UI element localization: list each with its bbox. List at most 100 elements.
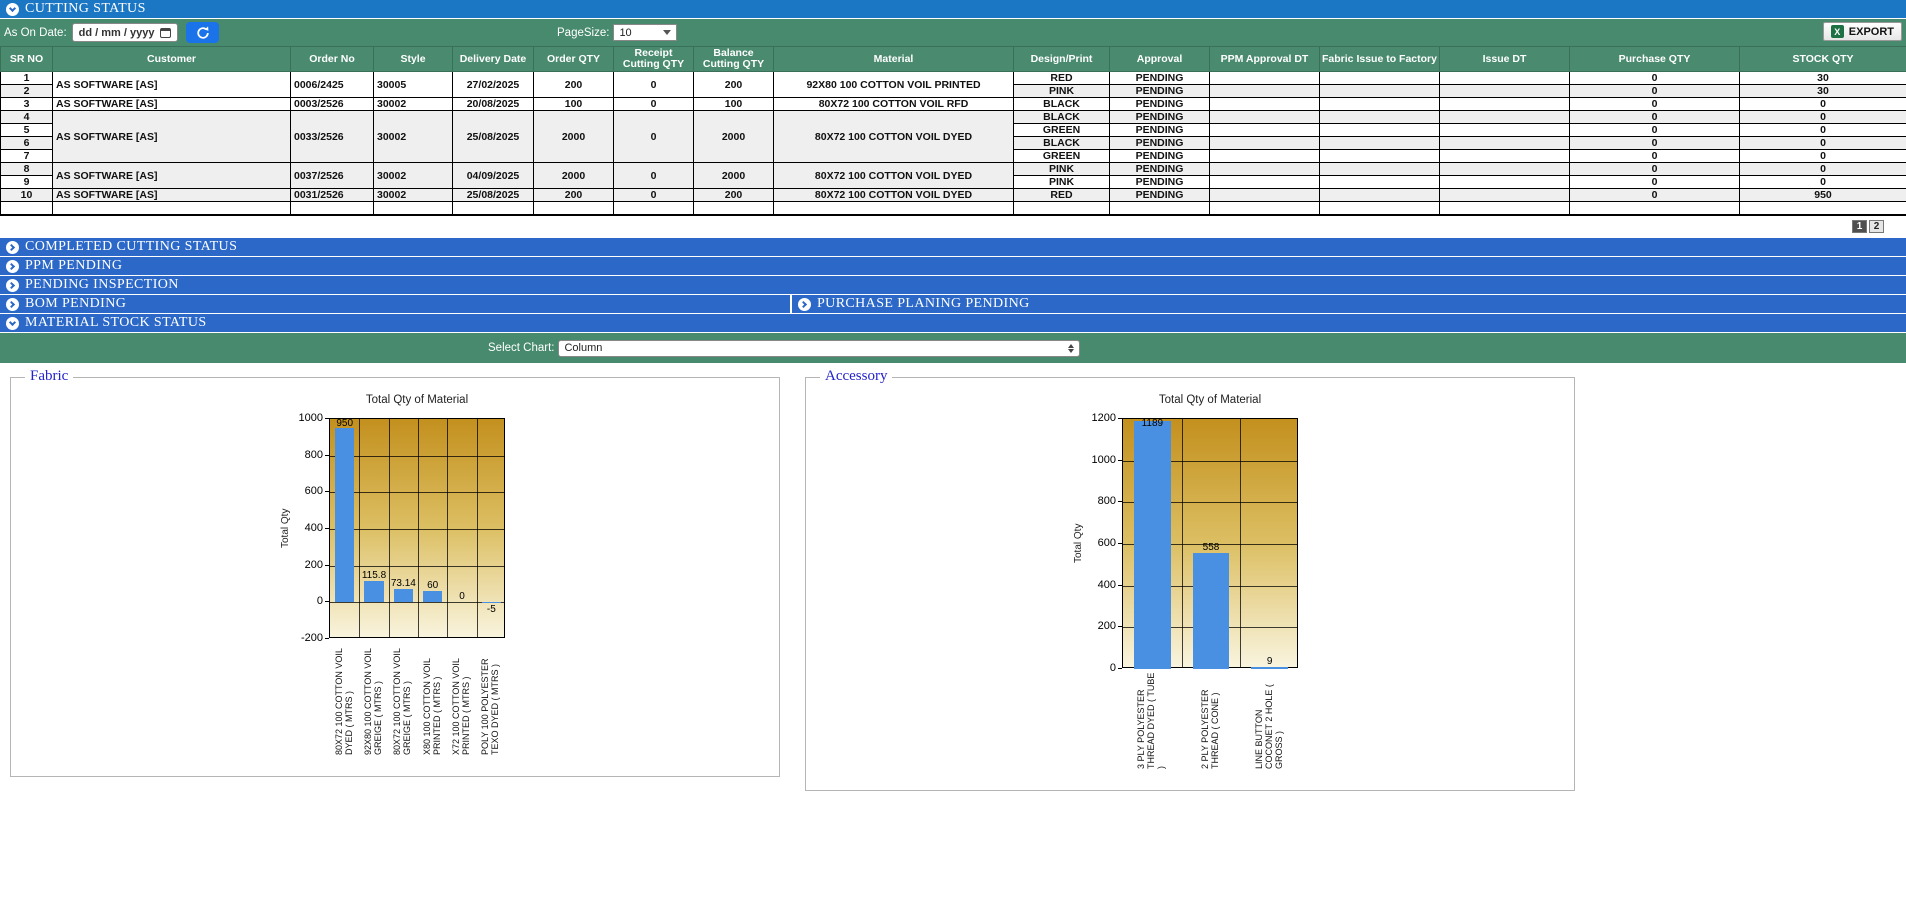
y-tick-label: 400 xyxy=(1098,579,1116,591)
section-completed-cutting-status[interactable]: COMPLETED CUTTING STATUS xyxy=(0,238,1906,256)
cell-issue-dt xyxy=(1440,124,1570,137)
cell-ppm-dt xyxy=(1210,150,1320,163)
excel-icon: X xyxy=(1831,25,1844,38)
y-tick-label: 200 xyxy=(305,559,323,571)
column-header: Order QTY xyxy=(534,47,614,72)
column-header: Issue DT xyxy=(1440,47,1570,72)
pagesize-select[interactable]: 10 xyxy=(613,24,677,41)
chevron-right-icon xyxy=(6,260,19,273)
fabric-panel-label: Fabric xyxy=(25,368,73,385)
as-on-date-input[interactable]: dd / mm / yyyy xyxy=(72,23,179,42)
export-button[interactable]: X EXPORT xyxy=(1823,22,1902,41)
empty-cell xyxy=(453,202,534,216)
cell-approval: PENDING xyxy=(1110,124,1210,137)
page-button-2[interactable]: 2 xyxy=(1869,220,1884,233)
empty-cell xyxy=(1,202,53,216)
cell-approval: PENDING xyxy=(1110,189,1210,202)
cutting-status-table: SR NOCustomerOrder NoStyleDelivery DateO… xyxy=(0,46,1906,216)
bar-value-label: -5 xyxy=(469,604,513,615)
column-header: Balance Cutting QTY xyxy=(694,47,774,72)
pagesize-control: PageSize: 10 xyxy=(557,24,677,41)
empty-cell xyxy=(1740,202,1906,216)
cell-purchase-qty: 0 xyxy=(1570,124,1740,137)
cell-sr-no: 8 xyxy=(1,163,53,176)
empty-cell xyxy=(614,202,694,216)
cell-receipt-qty: 0 xyxy=(614,111,694,163)
section-title-material-stock-status: MATERIAL STOCK STATUS xyxy=(25,315,207,331)
chart-type-select[interactable]: Column xyxy=(558,340,1080,357)
section-bom-pending[interactable]: BOM PENDING xyxy=(0,295,790,313)
section-ppm-pending[interactable]: PPM PENDING xyxy=(0,257,1906,275)
accessory-panel-label: Accessory xyxy=(820,368,892,385)
cell-stock-qty: 0 xyxy=(1740,124,1906,137)
cell-approval: PENDING xyxy=(1110,150,1210,163)
cell-issue-dt xyxy=(1440,98,1570,111)
bar xyxy=(1134,421,1170,669)
section-material-stock-status[interactable]: MATERIAL STOCK STATUS xyxy=(0,314,1906,332)
section-cutting-status[interactable]: CUTTING STATUS xyxy=(0,0,1906,18)
cell-order-no: 0033/2526 xyxy=(291,111,374,163)
pagesize-label: PageSize: xyxy=(557,27,609,39)
chart-select-row: Select Chart: Column xyxy=(0,333,1906,363)
select-chart-label: Select Chart: xyxy=(488,342,554,354)
cell-purchase-qty: 0 xyxy=(1570,150,1740,163)
cell-sr-no: 9 xyxy=(1,176,53,189)
cell-sr-no: 4 xyxy=(1,111,53,124)
empty-cell xyxy=(53,202,291,216)
cell-fabric-issue xyxy=(1320,124,1440,137)
plot-area: 950115.873.14600-5 xyxy=(329,418,505,638)
section-purchase-planning-pending[interactable]: PURCHASE PLANING PENDING xyxy=(792,295,1906,313)
chevron-right-icon xyxy=(6,279,19,292)
gridline xyxy=(330,529,504,530)
pagination: 12 xyxy=(0,218,1906,234)
export-label: EXPORT xyxy=(1849,26,1894,38)
x-axis-category-label: 92X80 100 COTTON VOIL GREIGE ( MTRS ) xyxy=(363,641,383,755)
cell-sr-no: 3 xyxy=(1,98,53,111)
cell-ppm-dt xyxy=(1210,72,1320,85)
bar xyxy=(482,602,501,603)
cell-sr-no: 1 xyxy=(1,72,53,85)
gridline xyxy=(1240,419,1241,667)
cell-purchase-qty: 0 xyxy=(1570,72,1740,85)
cell-purchase-qty: 0 xyxy=(1570,163,1740,176)
empty-cell xyxy=(534,202,614,216)
cell-stock-qty: 950 xyxy=(1740,189,1906,202)
cell-receipt-qty: 0 xyxy=(614,98,694,111)
cell-issue-dt xyxy=(1440,150,1570,163)
table-row: 1AS SOFTWARE [AS]0006/24253000527/02/202… xyxy=(1,72,1906,85)
cell-fabric-issue xyxy=(1320,176,1440,189)
column-header: Design/Print xyxy=(1014,47,1110,72)
chevron-right-icon xyxy=(6,241,19,254)
cell-sr-no: 5 xyxy=(1,124,53,137)
cell-receipt-qty: 0 xyxy=(614,163,694,189)
accessory-panel: Accessory Total Qty of MaterialTotal Qty… xyxy=(805,377,1575,791)
cell-order-no: 0037/2526 xyxy=(291,163,374,189)
cell-sr-no: 7 xyxy=(1,150,53,163)
cell-ppm-dt xyxy=(1210,176,1320,189)
page-button-1[interactable]: 1 xyxy=(1852,220,1867,233)
cell-stock-qty: 0 xyxy=(1740,163,1906,176)
gridline xyxy=(330,602,504,603)
cell-issue-dt xyxy=(1440,189,1570,202)
cell-ppm-dt xyxy=(1210,163,1320,176)
gridline xyxy=(1182,419,1183,667)
y-tick-label: 1000 xyxy=(299,412,323,424)
cell-purchase-qty: 0 xyxy=(1570,137,1740,150)
cell-purchase-qty: 0 xyxy=(1570,176,1740,189)
cell-customer: AS SOFTWARE [AS] xyxy=(53,72,291,98)
cell-balance-qty: 2000 xyxy=(694,163,774,189)
section-pending-inspection[interactable]: PENDING INSPECTION xyxy=(0,276,1906,294)
x-axis-category-label: POLY 100 POLYESTER TEXO DYED ( MTRS ) xyxy=(480,641,500,755)
cell-delivery-date: 27/02/2025 xyxy=(453,72,534,98)
y-tick-label: 800 xyxy=(1098,495,1116,507)
cell-design: GREEN xyxy=(1014,124,1110,137)
y-tick-label: 1200 xyxy=(1092,412,1116,424)
cell-delivery-date: 20/08/2025 xyxy=(453,98,534,111)
refresh-button[interactable] xyxy=(186,22,219,43)
empty-cell xyxy=(374,202,453,216)
cell-ppm-dt xyxy=(1210,85,1320,98)
cell-sr-no: 6 xyxy=(1,137,53,150)
cell-fabric-issue xyxy=(1320,98,1440,111)
section-title-pending-inspection: PENDING INSPECTION xyxy=(25,277,179,293)
cell-order-qty: 2000 xyxy=(534,163,614,189)
